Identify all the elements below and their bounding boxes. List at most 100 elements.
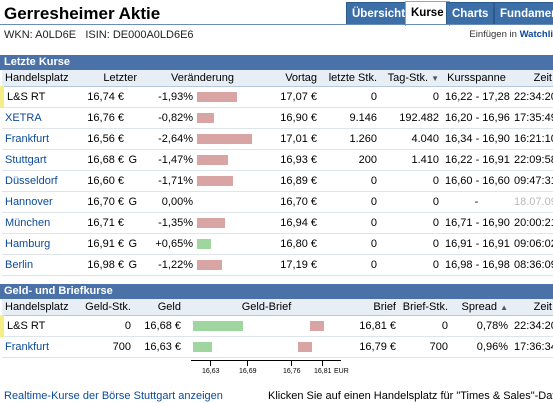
cell-letzte-stk: 0 <box>320 191 380 213</box>
footer-hint: Klicken Sie auf einen Handelsplatz für "… <box>268 390 553 402</box>
col-brief[interactable]: Brief <box>349 299 399 316</box>
last-price: 16,76 € <box>87 111 124 124</box>
handelsplatz-link[interactable]: XETRA <box>5 111 42 124</box>
col-letzter[interactable]: Letzter <box>78 70 140 87</box>
table-row[interactable]: Stuttgart 16,68 € G -1,47% 16,93 €200 1.410 16… <box>2 149 553 171</box>
handelsplatz-link[interactable]: Frankfurt <box>5 340 50 353</box>
flag-label: G <box>128 237 137 250</box>
handelsplatz-link[interactable]: Hamburg <box>5 237 51 250</box>
table-row[interactable]: München 16,71 € -1,35% 16,94 €0 0 16,71 - 16,… <box>2 212 553 234</box>
handelsplatz-link[interactable]: Frankfurt <box>5 132 50 145</box>
col-spread[interactable]: Spread ▲ <box>451 299 511 316</box>
table-row[interactable]: Hannover 16,70 € G 0,00% 16,70 €0 0-18.07.09 <box>2 191 553 213</box>
cell-zeit: 22:34:20 <box>511 315 553 337</box>
sort-asc-icon: ▲ <box>500 302 508 312</box>
change-value: 0,00% <box>161 195 193 208</box>
change-bar <box>197 175 233 186</box>
geld-brief-bars <box>193 320 343 331</box>
cell-veraenderung: -1,22% <box>140 254 265 276</box>
watchlist-prefix: Einfügen in <box>469 29 517 40</box>
cell-letzte-stk: 0 <box>320 86 380 108</box>
cell-letzte-stk: 0 <box>320 212 380 234</box>
table-row[interactable]: Frankfurt 16,56 € -2,64% 17,01 €1.260 4.040 1… <box>2 128 553 150</box>
change-value: +0,65% <box>155 237 193 250</box>
table-row[interactable]: XETRA 16,76 € -0,82% 16,90 €9.146 192.482 16,… <box>2 107 553 129</box>
col-geld[interactable]: Geld <box>134 299 184 316</box>
cell-letzter: 16,98 € G <box>78 254 140 276</box>
tab-fundament[interactable]: Fundament <box>494 2 553 25</box>
col-letzte-stk[interactable]: letzte Stk. <box>320 70 380 87</box>
table-row[interactable]: L&S RT 16,74 € -1,93% 17,07 €0 0 16,22 - 17,2… <box>0 86 553 108</box>
realtime-link[interactable]: Realtime-Kurse der Börse Stuttgart anzei… <box>4 390 223 402</box>
change-value: -1,93% <box>158 90 193 103</box>
handelsplatz-link[interactable]: Stuttgart <box>5 153 47 166</box>
col-kursspanne[interactable]: Kursspanne <box>442 70 511 87</box>
cell-zeit: 09:47:31 <box>511 170 553 192</box>
cell-letzter: 16,71 € <box>78 212 140 234</box>
cell-letzter: 16,56 € <box>78 128 140 150</box>
cell-tag-stk: 0 <box>380 254 442 276</box>
col-vortag[interactable]: Vortag <box>265 70 320 87</box>
col-geld-stk[interactable]: Geld-Stk. <box>78 299 134 316</box>
header-divider <box>0 24 553 25</box>
cell-handelsplatz: Frankfurt <box>2 128 78 150</box>
handelsplatz-link[interactable]: Hannover <box>5 195 53 208</box>
col-veraenderung[interactable]: Veränderung <box>140 70 265 87</box>
cell-kursspanne: 16,22 - 16,91 <box>442 149 511 171</box>
change-value: -1,35% <box>158 216 193 229</box>
col-brief-stk[interactable]: Brief-Stk. <box>399 299 451 316</box>
table-row[interactable]: Frankfurt 700 16,63 €16,79 €700 0,96% 17:36:… <box>2 336 553 358</box>
brief-bar <box>298 341 312 352</box>
tab-uebersicht[interactable]: Übersicht <box>346 2 412 25</box>
geld-brief-axis: 16,63 16,69 16,76 16,81 EUR <box>0 360 553 382</box>
cell-handelsplatz: Düsseldorf <box>2 170 78 192</box>
cell-tag-stk: 0 <box>380 212 442 234</box>
cell-spread: 0,78% <box>451 315 511 337</box>
geld-brief-bars <box>193 341 343 352</box>
cell-zeit: 22:09:58 <box>511 149 553 171</box>
tab-charts[interactable]: Charts <box>446 2 495 25</box>
cell-kursspanne: 16,98 - 16,98 <box>442 254 511 276</box>
col-handelsplatz[interactable]: Handelsplatz <box>2 299 78 316</box>
axis-tick-label: 16,76 <box>283 368 301 375</box>
handelsplatz-link[interactable]: München <box>5 216 51 229</box>
change-bar <box>197 133 252 144</box>
watchlist-link[interactable]: Watchli <box>519 29 553 40</box>
cell-veraenderung: -0,82% <box>140 107 265 129</box>
cell-zeit: 08:36:09 <box>511 254 553 276</box>
table-row[interactable]: Düsseldorf 16,60 € -1,71% 16,89 €0 0 16,60 - … <box>2 170 553 192</box>
identifier-line: WKN: A0LD6E ISIN: DE000A0LD6E6 <box>4 29 194 41</box>
col-zeit[interactable]: Zeit <box>511 299 553 316</box>
table-row[interactable]: Berlin 16,98 € G -1,22% 17,19 €0 0 16,98 - 16,… <box>2 254 553 276</box>
cell-zeit: 20:00:21 <box>511 212 553 234</box>
col-tag-stk[interactable]: Tag-Stk. ▼ <box>380 70 442 87</box>
cell-letzte-stk: 9.146 <box>320 107 380 129</box>
col-handelsplatz[interactable]: Handelsplatz <box>2 70 78 87</box>
cell-veraenderung: -1,71% <box>140 170 265 192</box>
watchlist-link-area: Einfügen in Watchli <box>469 29 553 40</box>
cell-handelsplatz: XETRA <box>2 107 78 129</box>
cell-geld-stk: 0 <box>78 315 134 337</box>
cell-zeit: 17:35:49 <box>511 107 553 129</box>
handelsplatz-link[interactable]: Düsseldorf <box>5 174 58 187</box>
cell-vortag: 17,07 € <box>265 86 320 108</box>
wkn-label: WKN: A0LD6E <box>4 29 77 41</box>
table-header-row: Handelsplatz Letzter Veränderung Vortag … <box>2 70 553 87</box>
change-bar <box>197 112 214 123</box>
last-price: 16,60 € <box>87 174 124 187</box>
cell-letzter: 16,74 € <box>78 86 140 108</box>
cell-geld: 16,63 € <box>134 336 184 358</box>
table-row[interactable]: L&S RT 0 16,68 €16,81 €0 0,78% 22:34:20 <box>0 315 553 337</box>
geld-bar <box>193 341 212 352</box>
tab-kurse[interactable]: Kurse <box>405 1 450 26</box>
handelsplatz-link[interactable]: Berlin <box>5 258 34 271</box>
flag-label: G <box>128 258 137 271</box>
cell-tag-stk: 192.482 <box>380 107 442 129</box>
letzte-kurse-table: Handelsplatz Letzter Veränderung Vortag … <box>0 70 553 276</box>
cell-vortag: 16,94 € <box>265 212 320 234</box>
col-zeit[interactable]: Zeit <box>511 70 553 87</box>
cell-geld-brief <box>184 336 349 358</box>
cell-vortag: 16,80 € <box>265 233 320 255</box>
col-geld-brief: Geld-Brief <box>184 299 349 316</box>
table-row[interactable]: Hamburg 16,91 € G +0,65% 16,80 €0 0 16,91 - 16… <box>2 233 553 255</box>
